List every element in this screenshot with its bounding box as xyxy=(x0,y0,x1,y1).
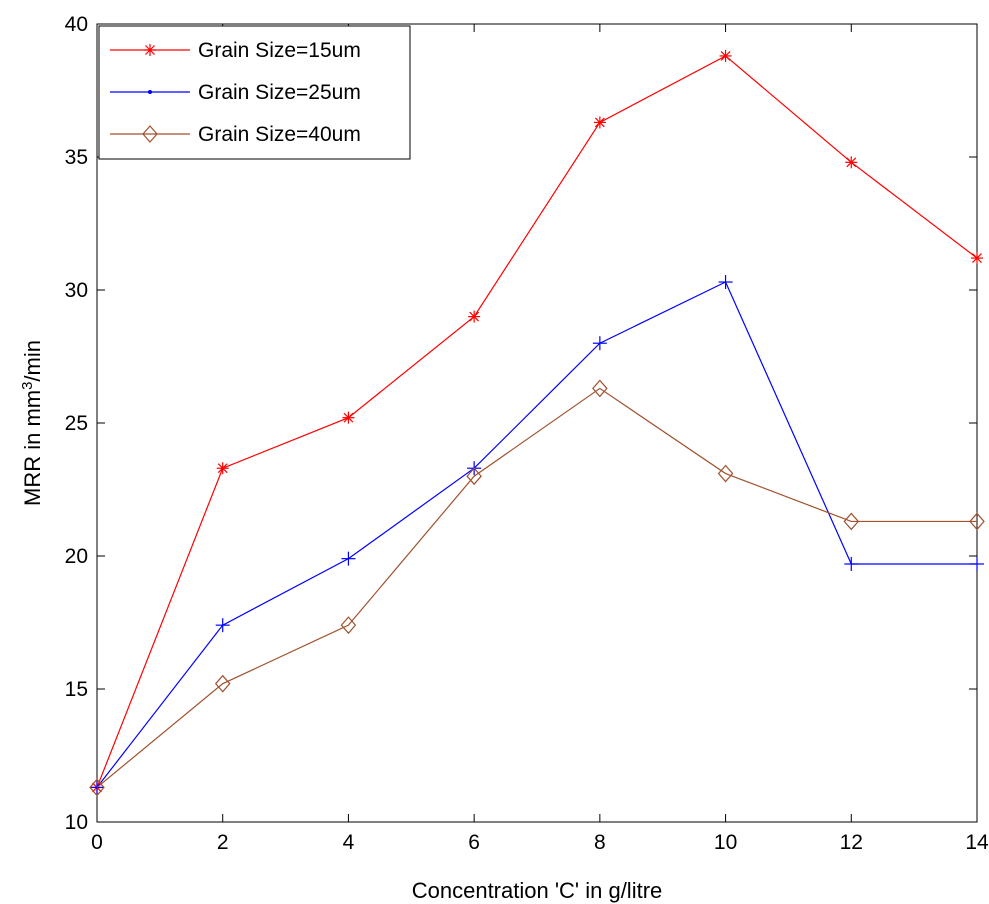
series-layer xyxy=(89,49,985,797)
marker-stroke xyxy=(717,464,734,483)
data-point-asterisk xyxy=(342,411,355,424)
data-point-diamond xyxy=(843,512,860,531)
x-tick-label: 8 xyxy=(594,831,606,854)
data-point-plus xyxy=(718,275,733,290)
marker-stroke xyxy=(89,778,105,797)
y-tick-label: 25 xyxy=(65,412,88,435)
y-tick-label: 10 xyxy=(65,811,88,834)
x-tick-label: 12 xyxy=(840,831,863,854)
data-point-diamond xyxy=(717,464,734,483)
marker-stroke xyxy=(217,463,228,474)
legend: Grain Size=15um Grain Size=25um Grain Size… xyxy=(98,25,411,160)
series-line xyxy=(96,55,978,788)
data-point-diamond xyxy=(214,674,231,693)
marker-stroke xyxy=(466,467,482,486)
series-line xyxy=(96,281,977,788)
x-axis-label: Concentration 'C' in g/litre xyxy=(412,878,663,903)
series-3 xyxy=(89,379,985,797)
marker-stroke xyxy=(846,157,857,168)
data-point-asterisk xyxy=(468,310,481,323)
marker-stroke xyxy=(469,311,480,322)
x-tick-label: 0 xyxy=(91,831,103,854)
x-tick-label: 14 xyxy=(965,831,989,854)
series-line xyxy=(96,387,977,788)
y-axis-label-unit: /min xyxy=(20,340,45,382)
marker-stroke xyxy=(592,379,608,398)
marker-stroke xyxy=(843,512,860,531)
series-2 xyxy=(90,275,984,795)
marker-stroke xyxy=(340,616,357,635)
data-point-plus xyxy=(592,336,607,351)
data-point-asterisk xyxy=(719,49,732,62)
data-point-asterisk xyxy=(971,252,983,265)
data-point-diamond xyxy=(466,467,482,486)
data-point-plus xyxy=(215,618,230,633)
x-tick-label: 10 xyxy=(714,831,737,854)
data-point-diamond xyxy=(340,616,357,635)
legend-label: Grain Size=15um xyxy=(198,39,361,62)
data-point-diamond xyxy=(592,379,608,398)
marker-stroke xyxy=(148,90,152,94)
data-point-diamond xyxy=(969,512,985,531)
y-tick-label: 20 xyxy=(65,545,88,568)
data-point-asterisk xyxy=(845,156,858,169)
y-tick-label: 35 xyxy=(65,146,88,169)
marker-stroke xyxy=(145,45,155,55)
y-tick-label: 15 xyxy=(65,678,88,701)
y-tick-label: 30 xyxy=(65,279,88,302)
marker-stroke xyxy=(972,253,982,264)
x-tick-label: 6 xyxy=(468,831,480,854)
series-1 xyxy=(91,49,983,794)
y-axis-label-superscript: 3 xyxy=(19,382,36,390)
legend-item: Grain Size=15um xyxy=(110,39,361,62)
data-point-diamond xyxy=(89,778,105,797)
data-point-plus xyxy=(844,556,859,571)
marker-stroke xyxy=(720,50,731,61)
legend-label: Grain Size=25um xyxy=(198,81,361,104)
marker-stroke xyxy=(969,512,985,531)
data-point-plus xyxy=(341,551,356,566)
data-point-asterisk xyxy=(216,462,229,475)
data-point-plus xyxy=(970,556,984,571)
y-axis-label: MRR in mm3/min xyxy=(19,340,46,506)
legend-item: Grain Size=25um xyxy=(110,81,361,104)
marker-stroke xyxy=(594,117,605,128)
legend-items: Grain Size=15um Grain Size=25um Grain Size… xyxy=(110,39,361,146)
data-point-asterisk xyxy=(593,116,606,129)
data-point-diamond xyxy=(142,125,158,143)
legend-label: Grain Size=40um xyxy=(198,123,361,146)
data-point-asterisk xyxy=(144,44,156,56)
ticks: 0 2 4 6 8 10 12 14 10 15 20 25 30 35 40 xyxy=(65,13,989,854)
legend-item: Grain Size=40um xyxy=(110,123,361,146)
x-tick-label: 4 xyxy=(343,831,355,854)
marker-stroke xyxy=(214,674,231,693)
y-axis-label-main: MRR in mm xyxy=(20,390,45,506)
marker-stroke xyxy=(142,125,158,143)
y-tick-label: 40 xyxy=(65,13,88,36)
data-point-dot xyxy=(148,90,152,94)
marker-stroke xyxy=(343,412,354,423)
x-tick-label: 2 xyxy=(217,831,229,854)
